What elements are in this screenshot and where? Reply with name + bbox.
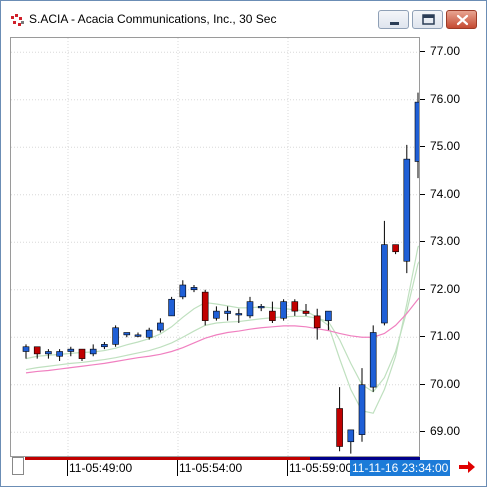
y-tick-mark <box>420 336 425 338</box>
y-tick-label: 72.00 <box>430 281 461 296</box>
maximize-button[interactable] <box>412 10 443 29</box>
candle-up[interactable] <box>22 346 30 352</box>
candle-up[interactable] <box>403 158 411 262</box>
candle-down[interactable] <box>269 310 276 321</box>
x-label-2: 11-05:54:00 <box>179 461 243 475</box>
price-axis[interactable]: 77.00 76.00 75.00 74.00 73.00 72.00 71.00 70.00… <box>420 37 478 457</box>
candle-up[interactable] <box>347 429 355 443</box>
candle-up[interactable] <box>414 101 422 162</box>
candle-up[interactable] <box>123 332 131 336</box>
candle-up[interactable] <box>89 348 97 355</box>
cursor-time-badge: 11-11-16 23:34:00 <box>350 460 451 476</box>
candle-up[interactable] <box>168 298 175 317</box>
candle-up[interactable] <box>56 351 63 357</box>
close-button[interactable] <box>446 10 477 29</box>
x-tick-1 <box>67 460 68 476</box>
candle-down[interactable] <box>313 315 321 329</box>
y-tick-label: 77.00 <box>430 44 461 59</box>
x-tick-3 <box>287 460 288 476</box>
candle-up[interactable] <box>358 384 366 435</box>
y-tick-mark <box>420 193 425 195</box>
candle-up[interactable] <box>235 313 243 316</box>
price-plot[interactable] <box>10 37 433 457</box>
y-tick-label: 69.00 <box>430 424 461 439</box>
minimize-icon <box>390 22 399 25</box>
scroll-handle[interactable] <box>12 457 24 475</box>
maximize-icon <box>422 14 435 25</box>
x-tick-2 <box>177 460 178 476</box>
candle-down[interactable] <box>392 244 399 253</box>
candlestick-chart[interactable] <box>11 38 433 456</box>
candle-up[interactable] <box>112 327 119 345</box>
candle-up[interactable] <box>257 306 265 309</box>
time-axis[interactable]: 11-05:49:00 11-05:54:00 11-05:59:00 11-1… <box>10 457 478 478</box>
x-label-1: 11-05:49:00 <box>69 461 133 475</box>
candle-up[interactable] <box>325 310 332 321</box>
candle-down[interactable] <box>78 348 86 359</box>
candle-down[interactable] <box>291 301 299 312</box>
chart-app-icon[interactable] <box>10 13 25 28</box>
candle-up[interactable] <box>179 284 187 298</box>
visible-range-bar <box>310 457 420 460</box>
candle-up[interactable] <box>213 310 220 319</box>
y-tick-mark <box>420 98 425 100</box>
y-tick-label: 71.00 <box>430 329 461 344</box>
y-tick-label: 70.00 <box>430 376 461 391</box>
x-label-3: 11-05:59:00 <box>289 461 353 475</box>
scroll-right-arrow-icon[interactable] <box>458 460 476 477</box>
candle-up[interactable] <box>145 329 153 338</box>
title-bar[interactable]: S.ACIA - Acacia Communications, Inc., 30… <box>1 1 486 37</box>
candle-down[interactable] <box>302 310 310 314</box>
ma-long-line <box>25 286 430 374</box>
y-tick-mark <box>420 431 425 433</box>
candle-down[interactable] <box>336 408 343 447</box>
candle-up[interactable] <box>157 322 164 331</box>
ma-slow-line <box>25 246 430 393</box>
y-tick-label: 73.00 <box>430 234 461 249</box>
y-tick-mark <box>420 383 425 385</box>
history-bar <box>25 457 310 460</box>
window-title: S.ACIA - Acacia Communications, Inc., 30… <box>29 12 277 26</box>
candle-up[interactable] <box>224 310 231 314</box>
y-tick-label: 76.00 <box>430 91 461 106</box>
candle-up[interactable] <box>45 351 52 355</box>
y-tick-label: 74.00 <box>430 186 461 201</box>
candle-up[interactable] <box>190 287 198 291</box>
chart-area[interactable]: 77.00 76.00 75.00 74.00 73.00 72.00 71.00 70.00… <box>10 37 478 478</box>
candle-up[interactable] <box>369 332 377 388</box>
candle-down[interactable] <box>33 346 41 355</box>
candle-up[interactable] <box>101 344 108 348</box>
candle-up[interactable] <box>246 301 254 317</box>
y-tick-mark <box>420 51 425 53</box>
y-tick-mark <box>420 146 425 148</box>
candle-down[interactable] <box>201 291 209 321</box>
y-tick-label: 75.00 <box>430 139 461 154</box>
candle-up[interactable] <box>134 334 142 337</box>
candle-up[interactable] <box>280 301 287 319</box>
candle-up[interactable] <box>67 348 75 352</box>
candle-up[interactable] <box>381 244 388 324</box>
y-tick-mark <box>420 288 425 290</box>
close-icon <box>456 14 469 26</box>
minimize-button[interactable] <box>378 10 409 29</box>
y-tick-mark <box>420 241 425 243</box>
